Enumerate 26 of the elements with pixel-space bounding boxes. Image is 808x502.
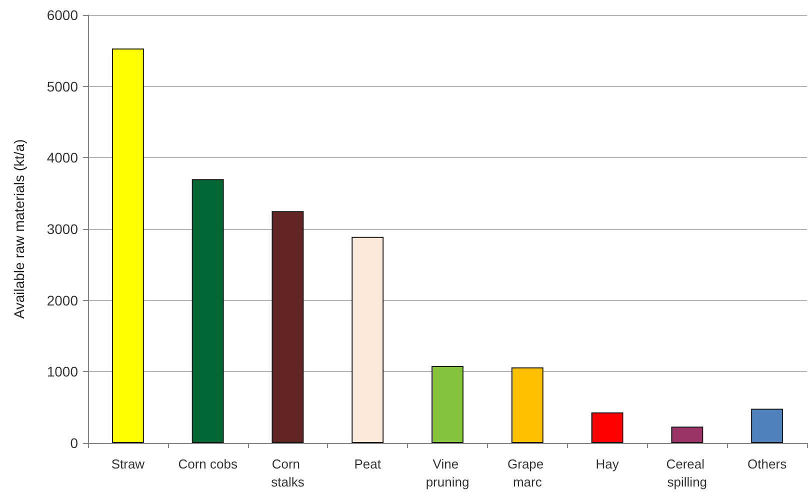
x-tick-label: Corn cobs	[178, 456, 238, 472]
x-tick-label: Corn stalks	[271, 456, 305, 490]
x-tick-label: Cereal spilling	[666, 456, 708, 490]
x-tick-label: Vine pruning	[426, 456, 470, 490]
y-tick-label: 0	[70, 435, 78, 451]
bar	[751, 408, 784, 443]
y-tick-label: 4000	[46, 150, 78, 166]
y-tick-label: 1000	[46, 364, 78, 380]
x-tick-label: Straw	[111, 456, 146, 472]
x-tick-label: Others	[748, 456, 788, 472]
bar	[352, 236, 384, 443]
y-tick-label: 6000	[46, 7, 78, 23]
bar	[192, 179, 224, 443]
bar	[272, 211, 304, 443]
bar	[112, 48, 144, 443]
x-tick-label: Hay	[596, 456, 620, 472]
y-axis-title: Available raw materials (kt/a)	[11, 139, 27, 319]
y-tick-label: 2000	[46, 292, 78, 308]
bar	[671, 426, 704, 443]
y-tick-label: 3000	[46, 221, 78, 237]
x-tick-label: Peat	[354, 456, 382, 472]
y-tick-label: 5000	[46, 78, 78, 94]
x-tick-label: Grape marc	[508, 456, 548, 490]
bar	[432, 366, 464, 443]
bar	[511, 367, 544, 443]
bar	[591, 412, 624, 443]
